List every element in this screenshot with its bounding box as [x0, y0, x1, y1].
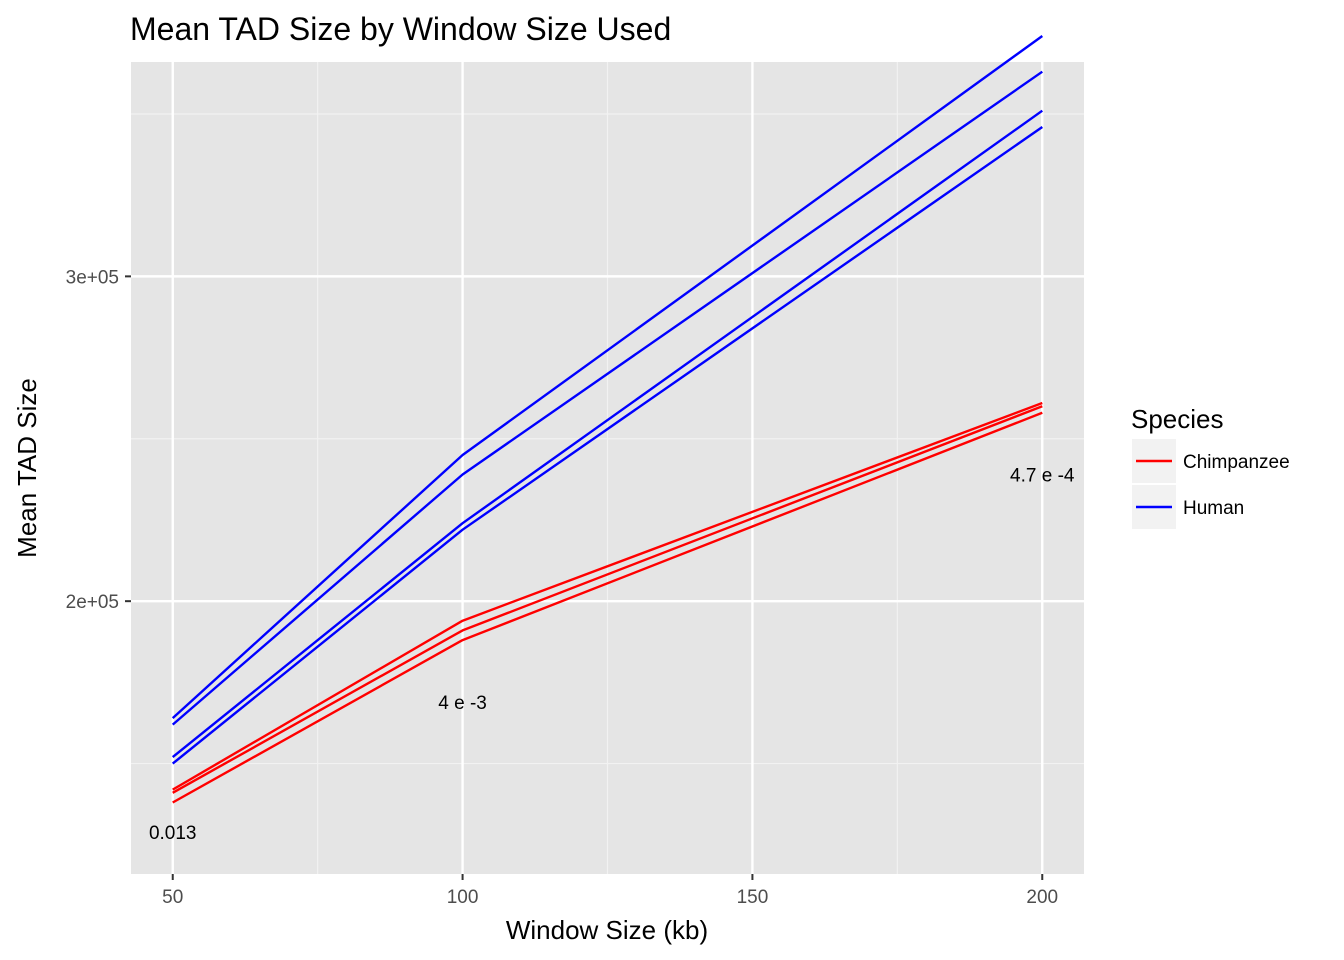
x-axis: 50 100 150 200: [162, 874, 1058, 908]
annotation-label: 4 e -3: [438, 693, 487, 714]
legend-label: Human: [1183, 498, 1244, 519]
y-tick-label: 2e+05: [66, 592, 119, 613]
minor-gridlines: [131, 62, 1084, 874]
y-axis-title: Mean TAD Size: [12, 378, 42, 558]
chart-title: Mean TAD Size by Window Size Used: [130, 11, 671, 47]
series-lines: [171, 35, 1044, 804]
x-tick-label: 50: [162, 887, 183, 908]
series-line-human: [171, 109, 1043, 759]
annotation-label: 4.7 e -4: [1010, 465, 1075, 486]
legend-title: Species: [1131, 404, 1224, 434]
legend-label: Chimpanzee: [1183, 452, 1290, 473]
annotations: 0.013 4 e -3 4.7 e -4: [149, 465, 1075, 843]
series-line-human: [171, 126, 1043, 765]
y-axis: 2e+05 3e+05: [66, 267, 131, 613]
x-axis-title: Window Size (kb): [506, 915, 708, 945]
series-line-human: [171, 70, 1043, 726]
annotation-label: 0.013: [149, 823, 197, 844]
series-line-chimpanzee: [172, 411, 1043, 804]
series-line-chimpanzee: [172, 401, 1043, 791]
y-tick-label: 3e+05: [66, 267, 119, 288]
major-gridlines: [131, 62, 1084, 874]
x-tick-label: 150: [737, 887, 769, 908]
x-tick-label: 200: [1026, 887, 1058, 908]
legend: Species Chimpanzee Human: [1131, 404, 1290, 529]
series-line-human: [171, 35, 1044, 719]
x-tick-label: 100: [447, 887, 479, 908]
series-line-chimpanzee: [172, 405, 1043, 794]
